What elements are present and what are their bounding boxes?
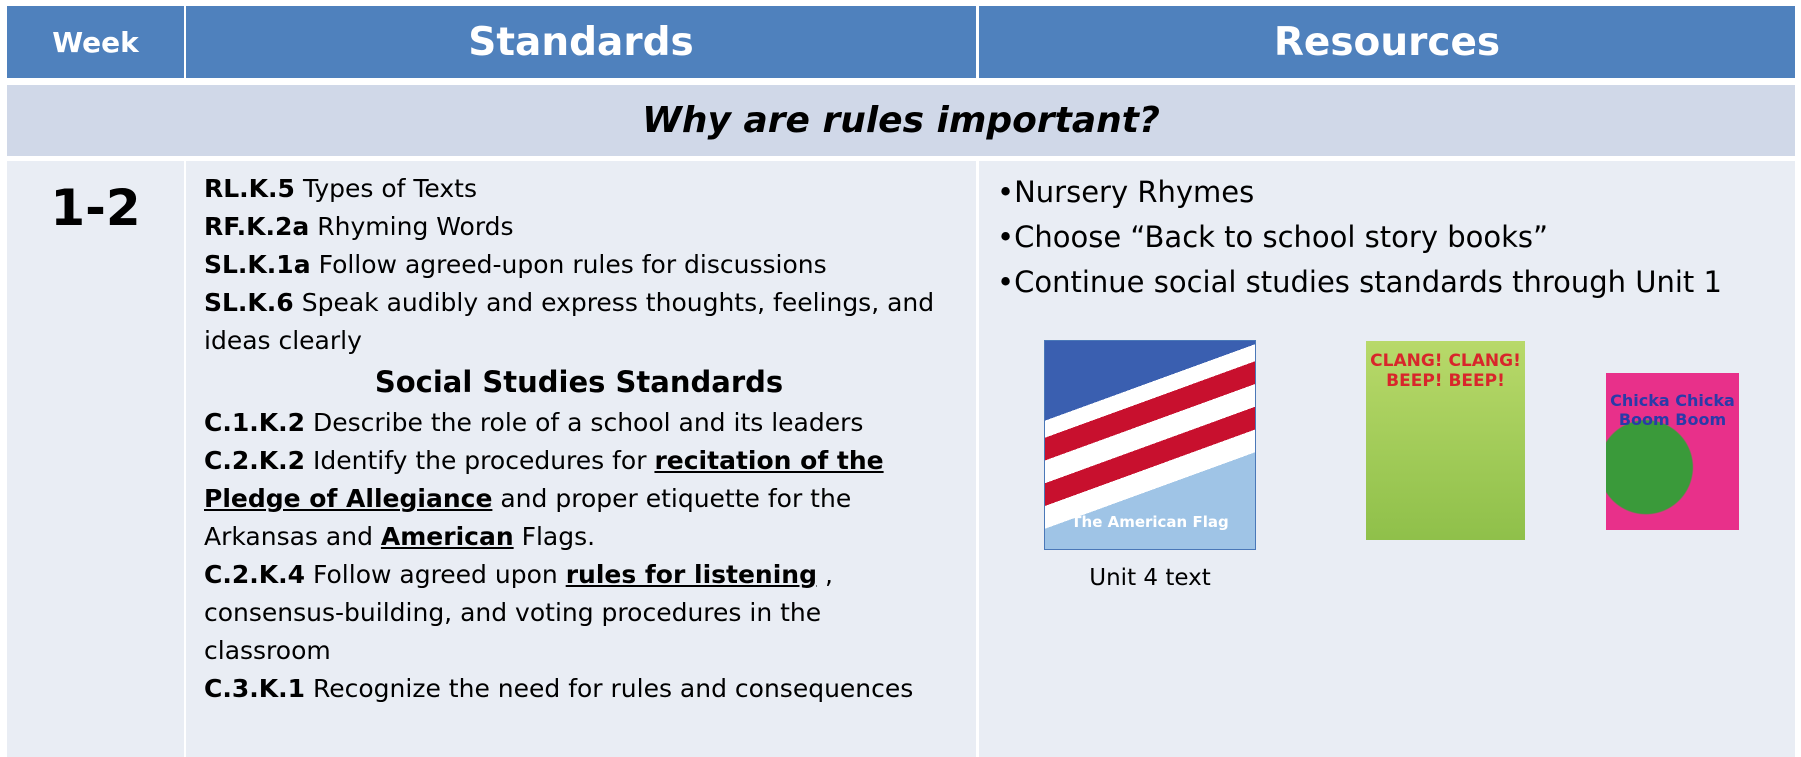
standard-text: , consensus-building, and voting procedu… xyxy=(204,560,833,665)
standard-text: Types of Texts xyxy=(302,174,477,203)
standard-code: RL.K.5 xyxy=(204,174,295,203)
week-header: Week xyxy=(7,6,184,78)
standard-code: SL.K.6 xyxy=(204,288,294,317)
standard-text: and proper etiquette for the Arkansas an… xyxy=(204,484,852,551)
resources-header: Resources xyxy=(979,6,1795,78)
emphasis: rules for listening xyxy=(565,560,817,589)
standard-code: RF.K.2a xyxy=(204,212,310,241)
standard-text: Recognize the need for rules and consequ… xyxy=(313,674,914,703)
standard: RL.K.5 Types of Texts xyxy=(204,170,954,208)
standard-text: Flags. xyxy=(521,522,596,551)
standard-text: Identify the procedures for xyxy=(313,446,647,475)
question: Why are rules important? xyxy=(7,85,1795,156)
ela-standards: RL.K.5 Types of Texts RF.K.2a Rhyming Words… xyxy=(204,170,954,360)
book-caption: Unit 4 text xyxy=(1089,565,1211,591)
standard: SL.K.6 Speak audibly and express thoughts… xyxy=(204,284,954,360)
standard-code: C.3.K.1 xyxy=(204,674,306,703)
standard: C.1.K.2 Describe the role of a school and… xyxy=(204,404,954,442)
standard: RF.K.2a Rhyming Words xyxy=(204,208,954,246)
standard-code: C.1.K.2 xyxy=(204,408,306,437)
social-studies-title: Social Studies Standards xyxy=(374,365,784,399)
standard: C.2.K.4 Follow agreed upon rules for list… xyxy=(204,556,954,670)
resource: Nursery Rhymes xyxy=(997,170,1722,215)
standard-code: C.2.K.2 xyxy=(204,446,306,475)
standards-cell xyxy=(186,161,976,757)
standard-text: Follow agreed-upon rules for discussions xyxy=(318,250,827,279)
standard-code: C.2.K.4 xyxy=(204,560,306,589)
book-cover: Chicka Chicka Boom Boom xyxy=(1606,373,1739,530)
standard: SL.K.1a Follow agreed-upon rules for disc… xyxy=(204,246,954,284)
standard-text: Describe the role of a school and its le… xyxy=(313,408,864,437)
standard: C.2.K.2 Identify the procedures for recit… xyxy=(204,442,954,556)
book-cover: CLANG! CLANG! BEEP! BEEP! xyxy=(1366,341,1525,540)
resource: Continue social studies standards throug… xyxy=(997,260,1722,305)
standard-text: Speak audibly and express thoughts, feel… xyxy=(204,288,935,355)
social-studies-standards: C.1.K.2 Describe the role of a school and… xyxy=(204,404,954,708)
emphasis: recitation of the Pledge of Allegiance xyxy=(204,446,884,513)
standard-text: Follow agreed upon xyxy=(313,560,558,589)
book-cover: The American Flag xyxy=(1044,340,1256,550)
week: 1-2 xyxy=(7,161,184,757)
resource: Choose “Back to school story books” xyxy=(997,215,1722,260)
resource-list: Nursery RhymesChoose “Back to school sto… xyxy=(997,170,1722,305)
standards-header: Standards xyxy=(186,6,976,78)
emphasis: American xyxy=(380,522,514,551)
standard-text: Rhyming Words xyxy=(317,212,514,241)
standards: RL.K.5 Types of Texts RF.K.2a Rhyming Words… xyxy=(204,170,954,708)
standard-code: SL.K.1a xyxy=(204,250,311,279)
standard: C.3.K.1 Recognize the need for rules and … xyxy=(204,670,954,708)
